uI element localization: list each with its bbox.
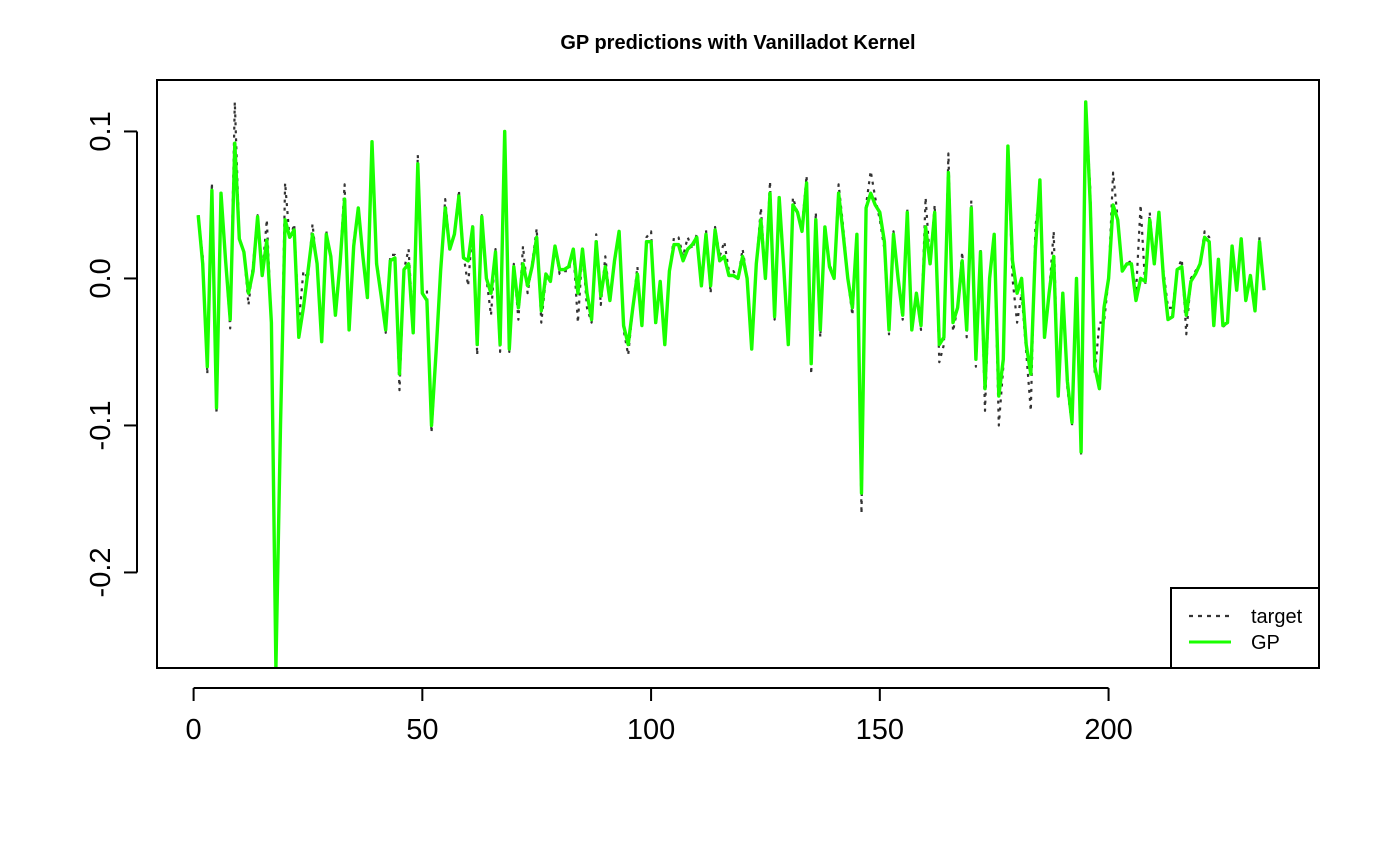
legend-box [1170,587,1320,669]
x-tick-label: 50 [406,714,438,746]
x-tick-label: 200 [1084,714,1132,746]
series-line-target [197,100,1266,668]
legend-target-label: target [1251,606,1303,628]
y-tick-label: -0.2 [85,547,117,597]
legend-gp-label: GP [1251,632,1280,654]
series-line-gp [196,100,1266,668]
plot-frame [156,79,1320,669]
y-tick-label: -0.1 [85,400,117,450]
x-axis: 0 50 100 150 200 [186,687,1133,746]
x-tick-label: 150 [856,714,904,746]
y-tick-label: 0.1 [85,111,117,151]
y-axis: -0.2 -0.1 0.0 0.1 [85,111,138,597]
chart-title: GP predictions with Vanilladot Kernel [560,32,915,54]
x-tick-label: 100 [627,714,675,746]
x-tick-label: 0 [186,714,202,746]
y-tick-label: 0.0 [85,258,117,298]
legend: target GP [1170,587,1320,669]
plot-lines [196,100,1266,668]
